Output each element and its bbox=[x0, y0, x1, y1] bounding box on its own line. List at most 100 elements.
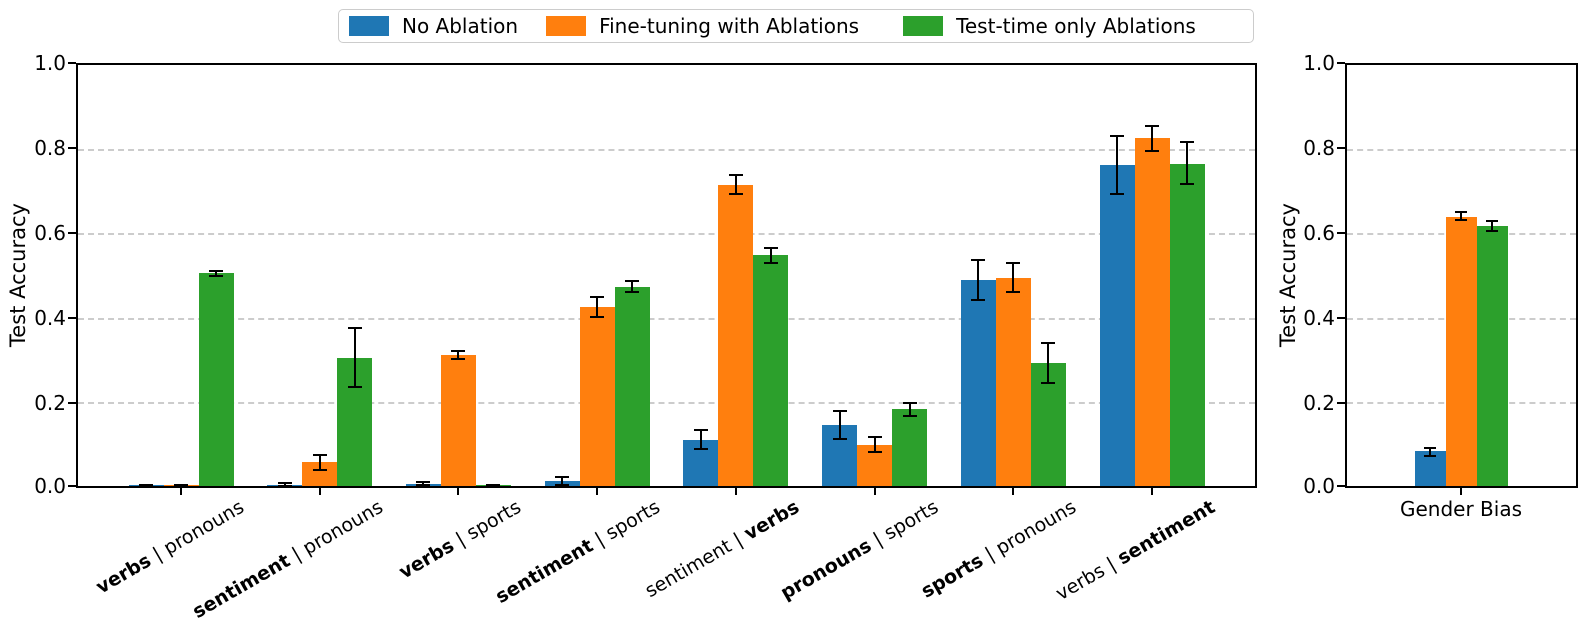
legend-color-swatch bbox=[903, 16, 944, 36]
error-bar-cap bbox=[1180, 183, 1194, 185]
error-bar-cap bbox=[1006, 262, 1020, 264]
gridline bbox=[78, 402, 1255, 404]
error-bar-cap bbox=[278, 482, 292, 484]
bar bbox=[1477, 226, 1508, 486]
y-tick-mark bbox=[68, 147, 76, 149]
error-bar bbox=[422, 482, 424, 485]
y-tick-mark bbox=[68, 402, 76, 404]
bar bbox=[615, 287, 650, 486]
y-tick-mark bbox=[1337, 232, 1345, 234]
legend: No Ablation Fine-tuning with Ablations Tes… bbox=[338, 9, 1254, 43]
error-bar-cap bbox=[1424, 447, 1436, 449]
error-bar-cap bbox=[348, 327, 362, 329]
legend-label: No Ablation bbox=[402, 14, 519, 38]
error-bar bbox=[319, 455, 321, 470]
error-bar-cap bbox=[278, 485, 292, 487]
error-bar-cap bbox=[1424, 455, 1436, 457]
error-bar-cap bbox=[313, 469, 327, 471]
error-bar-cap bbox=[555, 484, 569, 486]
error-bar-cap bbox=[1145, 150, 1159, 152]
bar bbox=[580, 307, 615, 486]
legend-item: No Ablation bbox=[349, 14, 518, 38]
error-bar-cap bbox=[868, 451, 882, 453]
y-tick-label: 0.8 bbox=[34, 136, 66, 160]
legend-color-swatch bbox=[546, 16, 587, 36]
x-tick-mark bbox=[1460, 488, 1462, 495]
bar bbox=[1446, 217, 1477, 486]
gridline bbox=[78, 149, 1255, 151]
y-tick-mark bbox=[1337, 485, 1345, 487]
error-bar-cap bbox=[971, 259, 985, 261]
error-bar-cap bbox=[209, 275, 223, 277]
error-bar-cap bbox=[451, 358, 465, 360]
error-bar bbox=[561, 477, 563, 485]
left-y-axis-label: Test Accuracy bbox=[6, 203, 30, 347]
x-tick-label: verbs | sports bbox=[395, 496, 525, 584]
error-bar-cap bbox=[903, 402, 917, 404]
error-bar bbox=[874, 437, 876, 452]
error-bar-cap bbox=[1006, 291, 1020, 293]
legend-label: Fine-tuning with Ablations bbox=[599, 14, 860, 38]
error-bar-cap bbox=[694, 429, 708, 431]
y-tick-label: 0.0 bbox=[34, 474, 66, 498]
error-bar bbox=[457, 351, 459, 359]
error-bar-cap bbox=[590, 316, 604, 318]
x-tick-mark bbox=[1151, 488, 1153, 495]
error-bar bbox=[735, 175, 737, 194]
error-bar-cap bbox=[174, 486, 188, 488]
error-bar bbox=[700, 430, 702, 449]
error-bar-cap bbox=[1041, 342, 1055, 344]
error-bar-cap bbox=[833, 410, 847, 412]
left-axes bbox=[76, 63, 1257, 488]
bar bbox=[1135, 138, 1170, 486]
y-tick-label: 0.4 bbox=[1303, 306, 1335, 330]
error-bar bbox=[1429, 448, 1431, 456]
error-bar-cap bbox=[764, 262, 778, 264]
legend-color-swatch bbox=[349, 16, 389, 36]
error-bar bbox=[977, 260, 979, 300]
x-tick-mark bbox=[180, 488, 182, 495]
error-bar bbox=[909, 403, 911, 416]
legend-label: Test-time only Ablations bbox=[956, 14, 1196, 38]
y-tick-mark bbox=[68, 62, 76, 64]
bar bbox=[1170, 164, 1205, 486]
x-tick-mark bbox=[1012, 488, 1014, 495]
error-bar-cap bbox=[868, 436, 882, 438]
bar bbox=[961, 280, 996, 486]
bar bbox=[892, 409, 927, 486]
y-tick-label: 0.4 bbox=[34, 306, 66, 330]
error-bar bbox=[596, 297, 598, 317]
error-bar-cap bbox=[694, 448, 708, 450]
error-bar-cap bbox=[416, 481, 430, 483]
error-bar-cap bbox=[1041, 382, 1055, 384]
error-bar-cap bbox=[555, 476, 569, 478]
error-bar bbox=[1460, 212, 1462, 220]
bar bbox=[441, 355, 476, 486]
error-bar-cap bbox=[209, 270, 223, 272]
error-bar-cap bbox=[139, 484, 153, 486]
error-bar-cap bbox=[833, 438, 847, 440]
error-bar-cap bbox=[625, 280, 639, 282]
gridline bbox=[78, 318, 1255, 320]
bar bbox=[1100, 165, 1135, 486]
error-bar-cap bbox=[729, 174, 743, 176]
error-bar bbox=[1491, 221, 1493, 231]
x-tick-mark bbox=[457, 488, 459, 495]
error-bar-cap bbox=[1455, 219, 1467, 221]
y-tick-mark bbox=[68, 317, 76, 319]
error-bar-cap bbox=[1486, 220, 1498, 222]
error-bar-cap bbox=[416, 484, 430, 486]
bar bbox=[199, 273, 234, 486]
error-bar-cap bbox=[729, 193, 743, 195]
error-bar bbox=[284, 483, 286, 486]
error-bar bbox=[631, 281, 633, 292]
y-tick-mark bbox=[68, 485, 76, 487]
y-tick-mark bbox=[1337, 62, 1345, 64]
error-bar bbox=[839, 411, 841, 439]
y-tick-label: 1.0 bbox=[1303, 51, 1335, 75]
y-tick-mark bbox=[1337, 317, 1345, 319]
error-bar-cap bbox=[486, 484, 500, 486]
gridline bbox=[1347, 149, 1576, 151]
bar bbox=[718, 185, 753, 486]
error-bar-cap bbox=[348, 386, 362, 388]
